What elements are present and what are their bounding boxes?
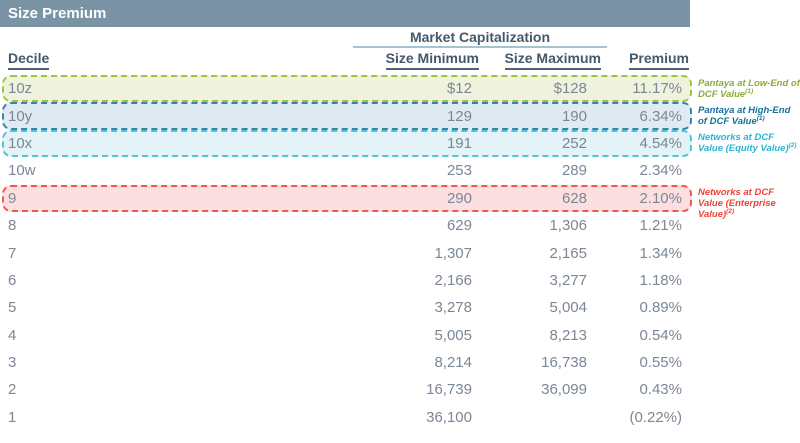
decile-cell: 10w (8, 162, 36, 180)
table-row: 8 629 1,306 1.21% (2, 212, 692, 239)
panel-title-bar: Size Premium (0, 0, 690, 27)
size-minimum-cell: 629 (446, 217, 472, 235)
size-minimum-cell: 36,100 (426, 408, 472, 426)
decile-cell: 1 (8, 408, 17, 426)
row-annotation: Networks at DCF Value (Equity Value)(2) (698, 132, 800, 154)
decile-cell: 4 (8, 326, 17, 344)
decile-cell: 10y (8, 107, 33, 125)
table-row: 10w 253 289 2.34% (2, 157, 692, 184)
market-cap-group-header: Market Capitalization (409, 29, 551, 45)
annotation-footnote-marker: (2) (726, 207, 735, 215)
size-maximum-cell: 1,306 (549, 217, 587, 235)
premium-cell: 6.34% (639, 107, 682, 125)
size-minimum-cell: 2,166 (434, 271, 472, 289)
annotation-footnote-marker: (1) (745, 87, 754, 95)
premium-cell: 1.21% (639, 217, 682, 235)
decile-cell: 3 (8, 354, 17, 372)
premium-cell: 0.55% (639, 354, 682, 372)
annotation-label: Pantaya at Low-End of DCF Value (698, 77, 800, 100)
size-minimum-cell: 290 (446, 189, 472, 207)
size-maximum-cell: 5,004 (549, 299, 587, 317)
annotation-footnote-marker: (2) (788, 142, 797, 150)
size-maximum-cell: 8,213 (549, 326, 587, 344)
table-row: 10x 191 252 4.54% (2, 129, 692, 158)
decile-cell: 10z (8, 80, 33, 98)
premium-cell: 1.18% (639, 271, 682, 289)
table-row: 7 1,307 2,165 1.34% (2, 239, 692, 266)
market-cap-underline (353, 46, 607, 48)
size-minimum-cell: 253 (446, 162, 472, 180)
premium-cell: 2.34% (639, 162, 682, 180)
table-row: 10z $12 $128 11.17% (2, 75, 692, 103)
decile-cell: 10x (8, 134, 33, 152)
size-maximum-cell: 2,165 (549, 244, 587, 262)
size-minimum-cell: 16,739 (426, 381, 472, 399)
size-minimum-cell: 129 (446, 107, 472, 125)
column-header-decile: Decile (8, 50, 50, 70)
premium-cell: 0.43% (639, 381, 682, 399)
size-minimum-cell: $12 (446, 80, 472, 98)
size-minimum-cell: 3,278 (434, 299, 472, 317)
decile-cell: 7 (8, 244, 17, 262)
row-annotation: Pantaya at High-End of DCF Value(1) (698, 105, 800, 127)
table-rows: 10z $12 $128 11.17% 10y 129 190 6.34% 10… (2, 75, 692, 431)
premium-cell: 11.17% (632, 80, 682, 98)
size-maximum-cell: 190 (561, 107, 587, 125)
column-header-size-maximum: Size Maximum (504, 50, 601, 70)
annotation-label: Pantaya at High-End of DCF Value (698, 104, 791, 127)
table-row: 2 16,739 36,099 0.43% (2, 376, 692, 403)
table-row: 9 290 628 2.10% (2, 184, 692, 212)
premium-cell: (0.22%) (629, 408, 682, 426)
decile-cell: 9 (8, 189, 17, 207)
table-row: 6 2,166 3,277 1.18% (2, 267, 692, 294)
table-row: 5 3,278 5,004 0.89% (2, 294, 692, 321)
table-row: 4 5,005 8,213 0.54% (2, 322, 692, 349)
decile-cell: 6 (8, 271, 17, 289)
premium-cell: 1.34% (639, 244, 682, 262)
panel-title: Size Premium (8, 5, 107, 22)
row-annotation: Networks at DCF Value (Enterprise Value)… (698, 187, 800, 220)
annotation-label: Networks at DCF Value (Equity Value) (698, 132, 789, 155)
column-header-size-minimum: Size Minimum (385, 50, 479, 70)
premium-cell: 4.54% (639, 134, 682, 152)
size-maximum-cell: 3,277 (549, 271, 587, 289)
size-maximum-cell: 252 (561, 134, 587, 152)
size-maximum-cell: 16,738 (541, 354, 587, 372)
premium-cell: 0.54% (639, 326, 682, 344)
size-maximum-cell: 628 (561, 189, 587, 207)
decile-cell: 8 (8, 217, 17, 235)
premium-cell: 2.10% (639, 189, 682, 207)
size-maximum-cell: 36,099 (541, 381, 587, 399)
annotation-footnote-marker: (1) (756, 114, 765, 122)
premium-cell: 0.89% (639, 299, 682, 317)
size-minimum-cell: 191 (446, 134, 472, 152)
size-maximum-cell: $128 (553, 80, 587, 98)
table-row: 10y 129 190 6.34% (2, 102, 692, 130)
annotation-label: Networks at DCF Value (Enterprise Value) (698, 187, 776, 221)
row-annotation: Pantaya at Low-End of DCF Value(1) (698, 78, 800, 100)
size-minimum-cell: 5,005 (434, 326, 472, 344)
decile-cell: 5 (8, 299, 17, 317)
column-header-premium: Premium (629, 50, 689, 70)
decile-cell: 2 (8, 381, 17, 399)
size-minimum-cell: 8,214 (434, 354, 472, 372)
table-row: 1 36,100 (0.22%) (2, 404, 692, 431)
size-maximum-cell: 289 (561, 162, 587, 180)
size-minimum-cell: 1,307 (434, 244, 472, 262)
table-row: 3 8,214 16,738 0.55% (2, 349, 692, 376)
